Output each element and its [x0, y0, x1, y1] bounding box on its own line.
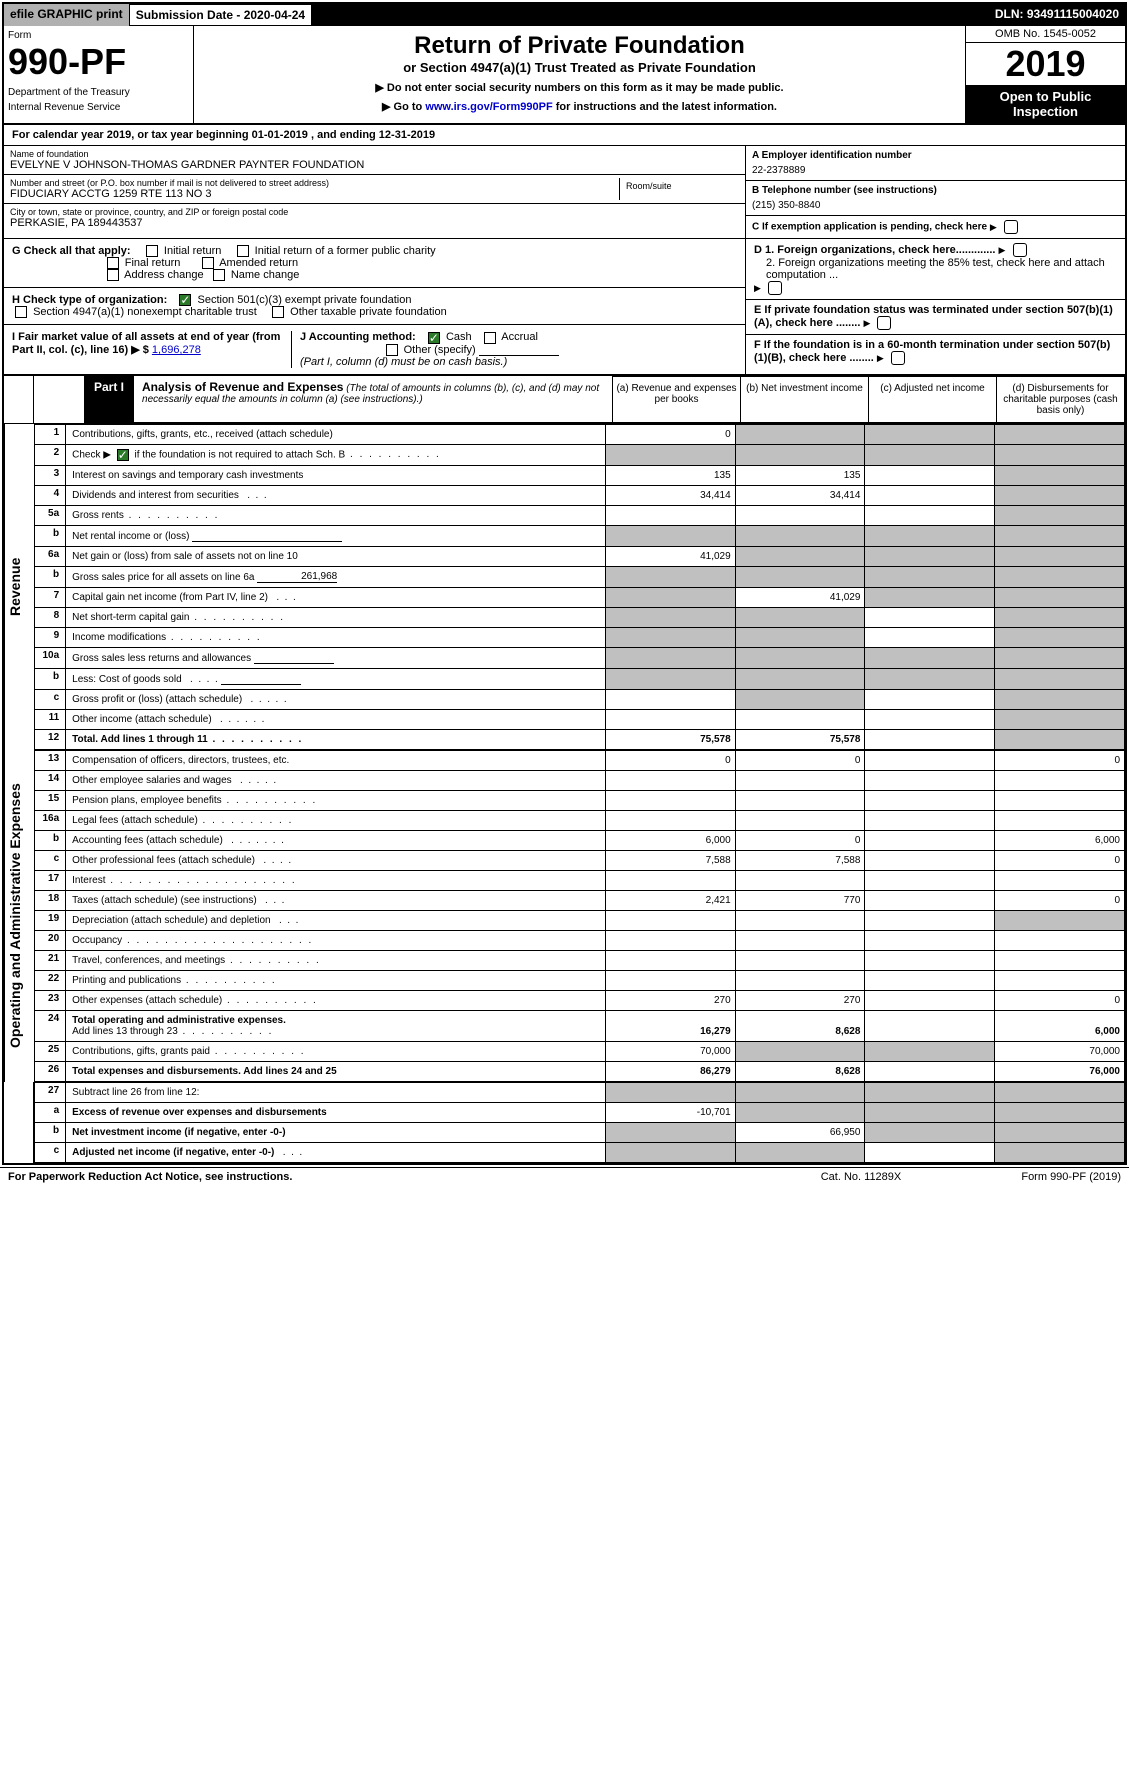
omb-number: OMB No. 1545-0052: [966, 26, 1125, 43]
fmv-link[interactable]: 1,696,278: [152, 344, 201, 356]
tel-label: B Telephone number (see instructions): [752, 185, 1119, 196]
d1-checkbox[interactable]: [1013, 243, 1027, 257]
ein-label: A Employer identification number: [752, 150, 1119, 161]
arrow-icon: [877, 352, 884, 364]
h-row: H Check type of organization: Section 50…: [4, 288, 745, 325]
section-g-through-j: G Check all that apply: Initial return I…: [4, 239, 1125, 376]
expenses-vlabel: Operating and Administrative Expenses: [4, 750, 34, 1082]
arrow-icon: [999, 244, 1006, 256]
gross-sales-value: 261,968: [257, 571, 337, 583]
revenue-table: Revenue 1Contributions, gifts, grants, e…: [4, 424, 1125, 750]
page-footer: For Paperwork Reduction Act Notice, see …: [0, 1167, 1129, 1186]
name-label: Name of foundation: [10, 149, 739, 159]
h-other-checkbox[interactable]: [272, 306, 284, 318]
h-501c3-checkbox[interactable]: [179, 294, 191, 306]
g-address-checkbox[interactable]: [107, 269, 119, 281]
g-initial-former-checkbox[interactable]: [237, 245, 249, 257]
foundation-city: PERKASIE, PA 189443537: [10, 217, 739, 229]
e-checkbox[interactable]: [877, 316, 891, 330]
g-initial-checkbox[interactable]: [146, 245, 158, 257]
j-other-checkbox[interactable]: [386, 344, 398, 356]
cogs-blank[interactable]: [221, 673, 301, 685]
telephone: (215) 350-8840: [752, 200, 1119, 211]
c-label: C If exemption application is pending, c…: [752, 222, 987, 233]
j-accrual-checkbox[interactable]: [484, 332, 496, 344]
expenses-table: Operating and Administrative Expenses 13…: [4, 750, 1125, 1082]
revenue-vlabel: Revenue: [4, 424, 34, 750]
gross-sales-blank[interactable]: [254, 652, 334, 664]
form-ref: Form 990-PF (2019): [961, 1171, 1121, 1183]
ein: 22-2378889: [752, 165, 1119, 176]
col-d-header: (d) Disbursements for charitable purpose…: [997, 376, 1125, 423]
part1-label: Part I: [84, 376, 134, 423]
schb-checkbox[interactable]: [117, 449, 129, 461]
part1-header-row: Part I Analysis of Revenue and Expenses …: [4, 376, 1125, 424]
j-note: (Part I, column (d) must be on cash basi…: [300, 356, 507, 368]
col-a-header: (a) Revenue and expenses per books: [613, 376, 741, 423]
addr-label: Number and street (or P.O. box number if…: [10, 178, 619, 188]
g-amended-checkbox[interactable]: [202, 257, 214, 269]
efile-label: efile GRAPHIC print: [4, 4, 129, 26]
g-row: G Check all that apply: Initial return I…: [4, 239, 745, 288]
form-title: Return of Private Foundation: [200, 32, 959, 60]
summary-table: 27Subtract line 26 from line 12: aExcess…: [4, 1082, 1125, 1163]
f-checkbox[interactable]: [891, 351, 905, 365]
j-cash-checkbox[interactable]: [428, 332, 440, 344]
arrow-icon: [990, 222, 997, 233]
room-label: Room/suite: [619, 178, 739, 200]
dept-treasury: Department of the Treasury: [8, 87, 189, 98]
form-container: efile GRAPHIC print Submission Date - 20…: [2, 2, 1127, 1165]
foundation-addr: FIDUCIARY ACCTG 1259 RTE 113 NO 3: [10, 188, 619, 200]
irs-label: Internal Revenue Service: [8, 102, 189, 113]
tax-year: 2019: [966, 43, 1125, 85]
h-4947-checkbox[interactable]: [15, 306, 27, 318]
d2-checkbox[interactable]: [768, 281, 782, 295]
c-checkbox[interactable]: [1004, 220, 1018, 234]
arrow-icon: [863, 317, 870, 329]
foundation-info: Name of foundation EVELYNE V JOHNSON-THO…: [4, 146, 1125, 239]
cat-number: Cat. No. 11289X: [761, 1171, 961, 1183]
col-c-header: (c) Adjusted net income: [869, 376, 997, 423]
ij-row: I Fair market value of all assets at end…: [4, 325, 745, 373]
dln: DLN: 93491115004020: [989, 4, 1125, 26]
form-subtitle: or Section 4947(a)(1) Trust Treated as P…: [200, 60, 959, 75]
top-bar: efile GRAPHIC print Submission Date - 20…: [4, 4, 1125, 26]
other-specify-blank[interactable]: [479, 344, 559, 356]
form-header: Form 990-PF Department of the Treasury I…: [4, 26, 1125, 125]
city-label: City or town, state or province, country…: [10, 207, 739, 217]
irs-link[interactable]: www.irs.gov/Form990PF: [425, 101, 552, 113]
i-label: I Fair market value of all assets at end…: [12, 331, 280, 356]
paperwork-notice: For Paperwork Reduction Act Notice, see …: [8, 1171, 761, 1183]
calendar-year: For calendar year 2019, or tax year begi…: [4, 125, 1125, 146]
col-b-header: (b) Net investment income: [741, 376, 869, 423]
rental-blank[interactable]: [192, 530, 342, 542]
part1-title: Analysis of Revenue and Expenses (The to…: [134, 376, 613, 423]
g-name-checkbox[interactable]: [213, 269, 225, 281]
submission-date: Submission Date - 2020-04-24: [129, 4, 312, 26]
goto-note: ▶ Go to www.irs.gov/Form990PF for instru…: [200, 100, 959, 113]
g-final-checkbox[interactable]: [107, 257, 119, 269]
form-number: 990-PF: [8, 41, 189, 83]
arrow-icon: [754, 282, 761, 294]
ssn-warning: ▶ Do not enter social security numbers o…: [200, 81, 959, 94]
open-public: Open to Public Inspection: [966, 85, 1125, 123]
form-label: Form: [8, 30, 189, 41]
foundation-name: EVELYNE V JOHNSON-THOMAS GARDNER PAYNTER…: [10, 159, 739, 171]
